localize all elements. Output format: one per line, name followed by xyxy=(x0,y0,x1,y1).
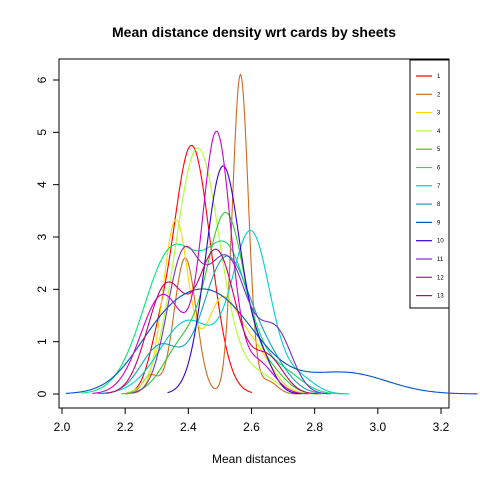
density-line-4 xyxy=(126,147,319,395)
density-line-1 xyxy=(126,144,253,394)
density-line-7 xyxy=(97,229,350,395)
x-tick-label: 2.0 xyxy=(54,420,71,434)
legend-label-12: 12 xyxy=(437,275,444,281)
y-tick-label: 0 xyxy=(35,390,49,397)
legend-label-5: 5 xyxy=(437,147,441,153)
legend-label-10: 10 xyxy=(437,239,444,245)
density-line-2 xyxy=(125,73,298,395)
density-line-5 xyxy=(121,211,321,395)
chart-title: Mean distance density wrt cards by sheet… xyxy=(112,24,396,40)
legend-label-3: 3 xyxy=(437,111,441,117)
x-tick-label: 3.2 xyxy=(433,420,450,434)
y-tick-label: 2 xyxy=(35,286,49,293)
y-tick-label: 5 xyxy=(35,129,49,136)
legend-label-13: 13 xyxy=(437,294,444,300)
density-line-10 xyxy=(167,165,302,395)
legend-label-4: 4 xyxy=(437,129,441,135)
legend-label-7: 7 xyxy=(437,184,441,190)
legend-label-11: 11 xyxy=(437,257,444,263)
y-tick-label: 4 xyxy=(35,181,49,188)
legend-label-2: 2 xyxy=(437,92,441,98)
y-tick-label: 3 xyxy=(35,233,49,240)
legend-box xyxy=(409,59,450,309)
legend-label-8: 8 xyxy=(437,202,441,208)
legend-label-1: 1 xyxy=(437,74,441,80)
legend-label-9: 9 xyxy=(437,220,441,226)
density-lines xyxy=(65,73,478,395)
density-line-13 xyxy=(105,248,318,395)
x-axis: 2.0 2.2 2.4 2.6 2.8 3.0 3.2 xyxy=(54,407,450,434)
density-line-11 xyxy=(131,245,328,395)
y-tick-label: 1 xyxy=(35,338,49,345)
x-tick-label: 2.6 xyxy=(243,420,260,434)
y-tick-label: 6 xyxy=(35,76,49,83)
x-axis-label: Mean distances xyxy=(212,452,296,466)
x-tick-label: 3.0 xyxy=(369,420,386,434)
legend-label-6: 6 xyxy=(437,166,441,172)
y-axis: 0 1 2 3 4 5 6 xyxy=(35,76,60,397)
x-tick-label: 2.4 xyxy=(180,420,197,434)
x-tick-label: 2.8 xyxy=(306,420,323,434)
density-line-12 xyxy=(92,130,309,395)
x-tick-label: 2.2 xyxy=(117,420,134,434)
density-line-6 xyxy=(81,240,344,395)
density-line-8 xyxy=(99,255,332,395)
